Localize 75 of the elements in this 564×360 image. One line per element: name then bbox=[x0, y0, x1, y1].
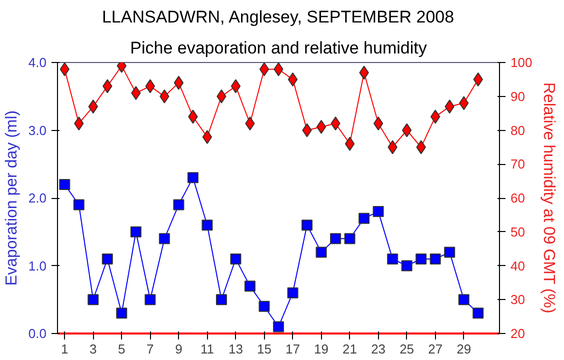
point bbox=[244, 280, 256, 292]
y2-tick-label: 20 bbox=[510, 326, 525, 341]
x-tick-label: 1 bbox=[61, 342, 68, 356]
y-tick-label: 3.0 bbox=[28, 122, 47, 138]
point bbox=[273, 321, 284, 332]
point bbox=[344, 136, 355, 151]
chart-title: LLANSADWRN, Anglesey, SEPTEMBER 2008 bbox=[102, 8, 454, 26]
point bbox=[202, 130, 212, 144]
point bbox=[344, 233, 356, 244]
x-tick-label: 19 bbox=[314, 342, 329, 356]
y-tick-label: 0.0 bbox=[28, 326, 47, 341]
point bbox=[202, 220, 213, 231]
point bbox=[59, 178, 70, 190]
point bbox=[73, 199, 84, 210]
x-tick-label: 3 bbox=[90, 342, 97, 356]
x-tick-label: 27 bbox=[428, 342, 443, 356]
y2-tick-label: 90 bbox=[510, 88, 525, 104]
point bbox=[130, 226, 142, 238]
point bbox=[259, 62, 270, 76]
point bbox=[88, 294, 99, 306]
x-tick-label: 29 bbox=[456, 342, 472, 356]
point bbox=[330, 233, 342, 244]
point bbox=[316, 120, 326, 134]
point bbox=[358, 212, 370, 224]
point bbox=[387, 253, 398, 264]
y2-tick-label: 50 bbox=[510, 224, 525, 240]
point bbox=[216, 294, 227, 306]
point bbox=[472, 308, 484, 319]
y2-tick-label: 60 bbox=[510, 190, 525, 206]
point bbox=[158, 233, 170, 244]
x-tick-label: 23 bbox=[371, 342, 386, 356]
x-tick-label: 15 bbox=[257, 342, 272, 356]
x-tick-label: 17 bbox=[286, 342, 300, 356]
x-tick-label: 5 bbox=[118, 342, 126, 356]
point bbox=[416, 253, 427, 264]
y-tick-label: 1.0 bbox=[28, 258, 47, 274]
x-tick-label: 9 bbox=[175, 342, 182, 356]
x-tick-label: 11 bbox=[200, 342, 214, 356]
y-tick-label: 2.0 bbox=[28, 190, 47, 206]
point bbox=[288, 72, 298, 86]
y-tick-label: 4.0 bbox=[28, 55, 47, 70]
y-axis-title: Evaporation per day (ml) bbox=[3, 110, 20, 286]
y2-axis-title: Relative humidity at 09 GMT (%) bbox=[540, 82, 558, 314]
point bbox=[144, 294, 156, 306]
y2-tick-label: 70 bbox=[510, 156, 525, 172]
y2-tick-label: 80 bbox=[510, 122, 525, 138]
x-tick-label: 7 bbox=[146, 342, 154, 356]
point bbox=[401, 260, 412, 272]
point bbox=[287, 287, 298, 298]
point bbox=[187, 172, 198, 184]
point bbox=[402, 123, 412, 138]
y2-tick-label: 30 bbox=[510, 292, 525, 308]
x-tick-label: 13 bbox=[228, 342, 243, 356]
point bbox=[173, 199, 184, 210]
point bbox=[102, 253, 113, 264]
point bbox=[60, 62, 70, 76]
point bbox=[145, 79, 156, 94]
y2-tick-label: 100 bbox=[510, 55, 532, 70]
point bbox=[258, 300, 270, 312]
x-tick-label: 25 bbox=[400, 342, 414, 356]
point bbox=[174, 76, 184, 90]
point bbox=[430, 253, 441, 264]
point bbox=[116, 308, 128, 319]
point bbox=[316, 246, 327, 258]
point bbox=[444, 246, 456, 258]
x-tick-label: 21 bbox=[342, 342, 358, 356]
point bbox=[458, 294, 470, 306]
point bbox=[230, 253, 242, 264]
point bbox=[302, 220, 313, 231]
point bbox=[274, 62, 284, 76]
point bbox=[372, 206, 384, 218]
chart-subtitle: Piche evaporation and relative humidity bbox=[130, 38, 428, 58]
point bbox=[230, 79, 241, 94]
point bbox=[373, 116, 384, 130]
y2-tick-label: 40 bbox=[510, 258, 525, 274]
